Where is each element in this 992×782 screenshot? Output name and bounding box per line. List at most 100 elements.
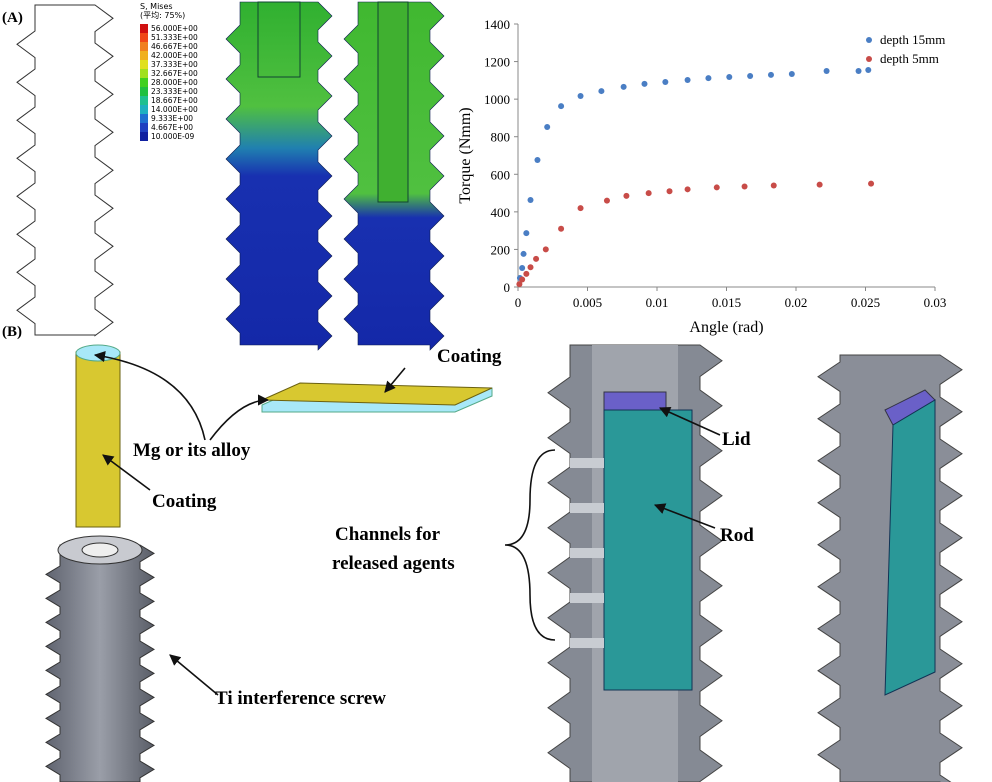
point <box>685 186 691 192</box>
contour-level: 28.000E+00 <box>151 78 198 87</box>
point <box>523 271 529 277</box>
x-axis-label: Angle (rad) <box>689 319 763 336</box>
contour-level: 51.333E+00 <box>151 33 198 42</box>
point <box>646 190 652 196</box>
contour-swatch <box>140 114 148 123</box>
point <box>604 198 610 204</box>
point <box>789 71 795 77</box>
x-tick-label: 0.03 <box>924 295 947 310</box>
contour-swatch <box>140 42 148 51</box>
annotation: Coating <box>152 491 217 512</box>
x-tick-label: 0.01 <box>646 295 669 310</box>
screw-shape <box>46 545 154 782</box>
annotation: released agents <box>332 553 455 574</box>
point <box>868 181 874 187</box>
y-tick-label: 1000 <box>484 92 510 107</box>
point <box>578 93 584 99</box>
point <box>534 157 540 163</box>
contour-legend: 56.000E+0051.333E+0046.667E+0042.000E+00… <box>140 24 198 141</box>
point <box>742 183 748 189</box>
point <box>685 77 691 83</box>
y-tick-label: 1400 <box>484 17 510 32</box>
point <box>543 246 549 252</box>
contour-swatch <box>140 123 148 132</box>
contour-swatch <box>140 87 148 96</box>
legend-marker <box>866 37 872 43</box>
point <box>768 72 774 78</box>
contour-swatch <box>140 105 148 114</box>
annotation: Rod <box>720 525 754 546</box>
y-tick-label: 400 <box>491 205 511 220</box>
annotation: Coating <box>437 346 502 367</box>
point <box>621 84 627 90</box>
screw-shape <box>17 5 113 336</box>
teal-rod <box>604 410 692 690</box>
legend-label: depth 15mm <box>880 32 945 47</box>
teal-rod-2 <box>885 400 935 695</box>
point <box>771 183 777 189</box>
channel <box>570 593 604 603</box>
point <box>726 74 732 80</box>
screw-shape <box>226 2 332 350</box>
annotation: Ti interference screw <box>215 688 386 709</box>
annotation: Channels for <box>335 524 441 545</box>
channel <box>570 638 604 648</box>
point <box>865 67 871 73</box>
contour-level: 9.333E+00 <box>151 114 193 123</box>
contour-swatch <box>140 24 148 33</box>
point <box>598 88 604 94</box>
point <box>544 124 550 130</box>
point <box>521 251 527 257</box>
core <box>378 2 408 202</box>
annotation: Mg or its alloy <box>133 440 251 461</box>
contour-swatch <box>140 69 148 78</box>
point <box>523 230 529 236</box>
y-tick-label: 600 <box>491 167 511 182</box>
point <box>714 184 720 190</box>
x-tick-label: 0 <box>515 295 522 310</box>
contour-swatch <box>140 33 148 42</box>
x-tick-label: 0.025 <box>851 295 880 310</box>
point <box>519 265 525 271</box>
point <box>641 81 647 87</box>
point <box>817 182 823 188</box>
y-axis-label: Torque (Nmm) <box>457 107 474 203</box>
point <box>667 188 673 194</box>
contour-level: 46.667E+00 <box>151 42 198 51</box>
channel <box>570 458 604 468</box>
panel-label: (A) <box>2 10 23 26</box>
y-tick-label: 200 <box>491 242 511 257</box>
point <box>705 75 711 81</box>
contour-level: 56.000E+00 <box>151 24 198 33</box>
contour-swatch <box>140 51 148 60</box>
contour-title: S, Mises <box>140 2 173 11</box>
point <box>528 197 534 203</box>
panel-label: (B) <box>2 324 22 340</box>
rod <box>76 352 120 527</box>
x-tick-label: 0.015 <box>712 295 741 310</box>
contour-level: 4.667E+00 <box>151 123 193 132</box>
x-tick-label: 0.005 <box>573 295 602 310</box>
point <box>824 68 830 74</box>
contour-level: 42.000E+00 <box>151 51 198 60</box>
contour-swatch <box>140 60 148 69</box>
point <box>528 264 534 270</box>
point <box>533 256 539 262</box>
point <box>578 205 584 211</box>
contour-subtitle: (平均: 75%) <box>140 10 185 20</box>
channel <box>570 548 604 558</box>
legend-label: depth 5mm <box>880 51 939 66</box>
point <box>623 193 629 199</box>
point <box>662 79 668 85</box>
annotation: Lid <box>722 429 751 450</box>
contour-level: 14.000E+00 <box>151 105 198 114</box>
legend-marker <box>866 56 872 62</box>
figure: (A) (B) S, Mises (平均: 75%) 56.000E+0051.… <box>0 0 992 782</box>
contour-level: 32.667E+00 <box>151 69 198 78</box>
point <box>519 276 525 282</box>
contour-swatch <box>140 78 148 87</box>
contour-swatch <box>140 96 148 105</box>
lid <box>604 392 666 410</box>
point <box>558 226 564 232</box>
